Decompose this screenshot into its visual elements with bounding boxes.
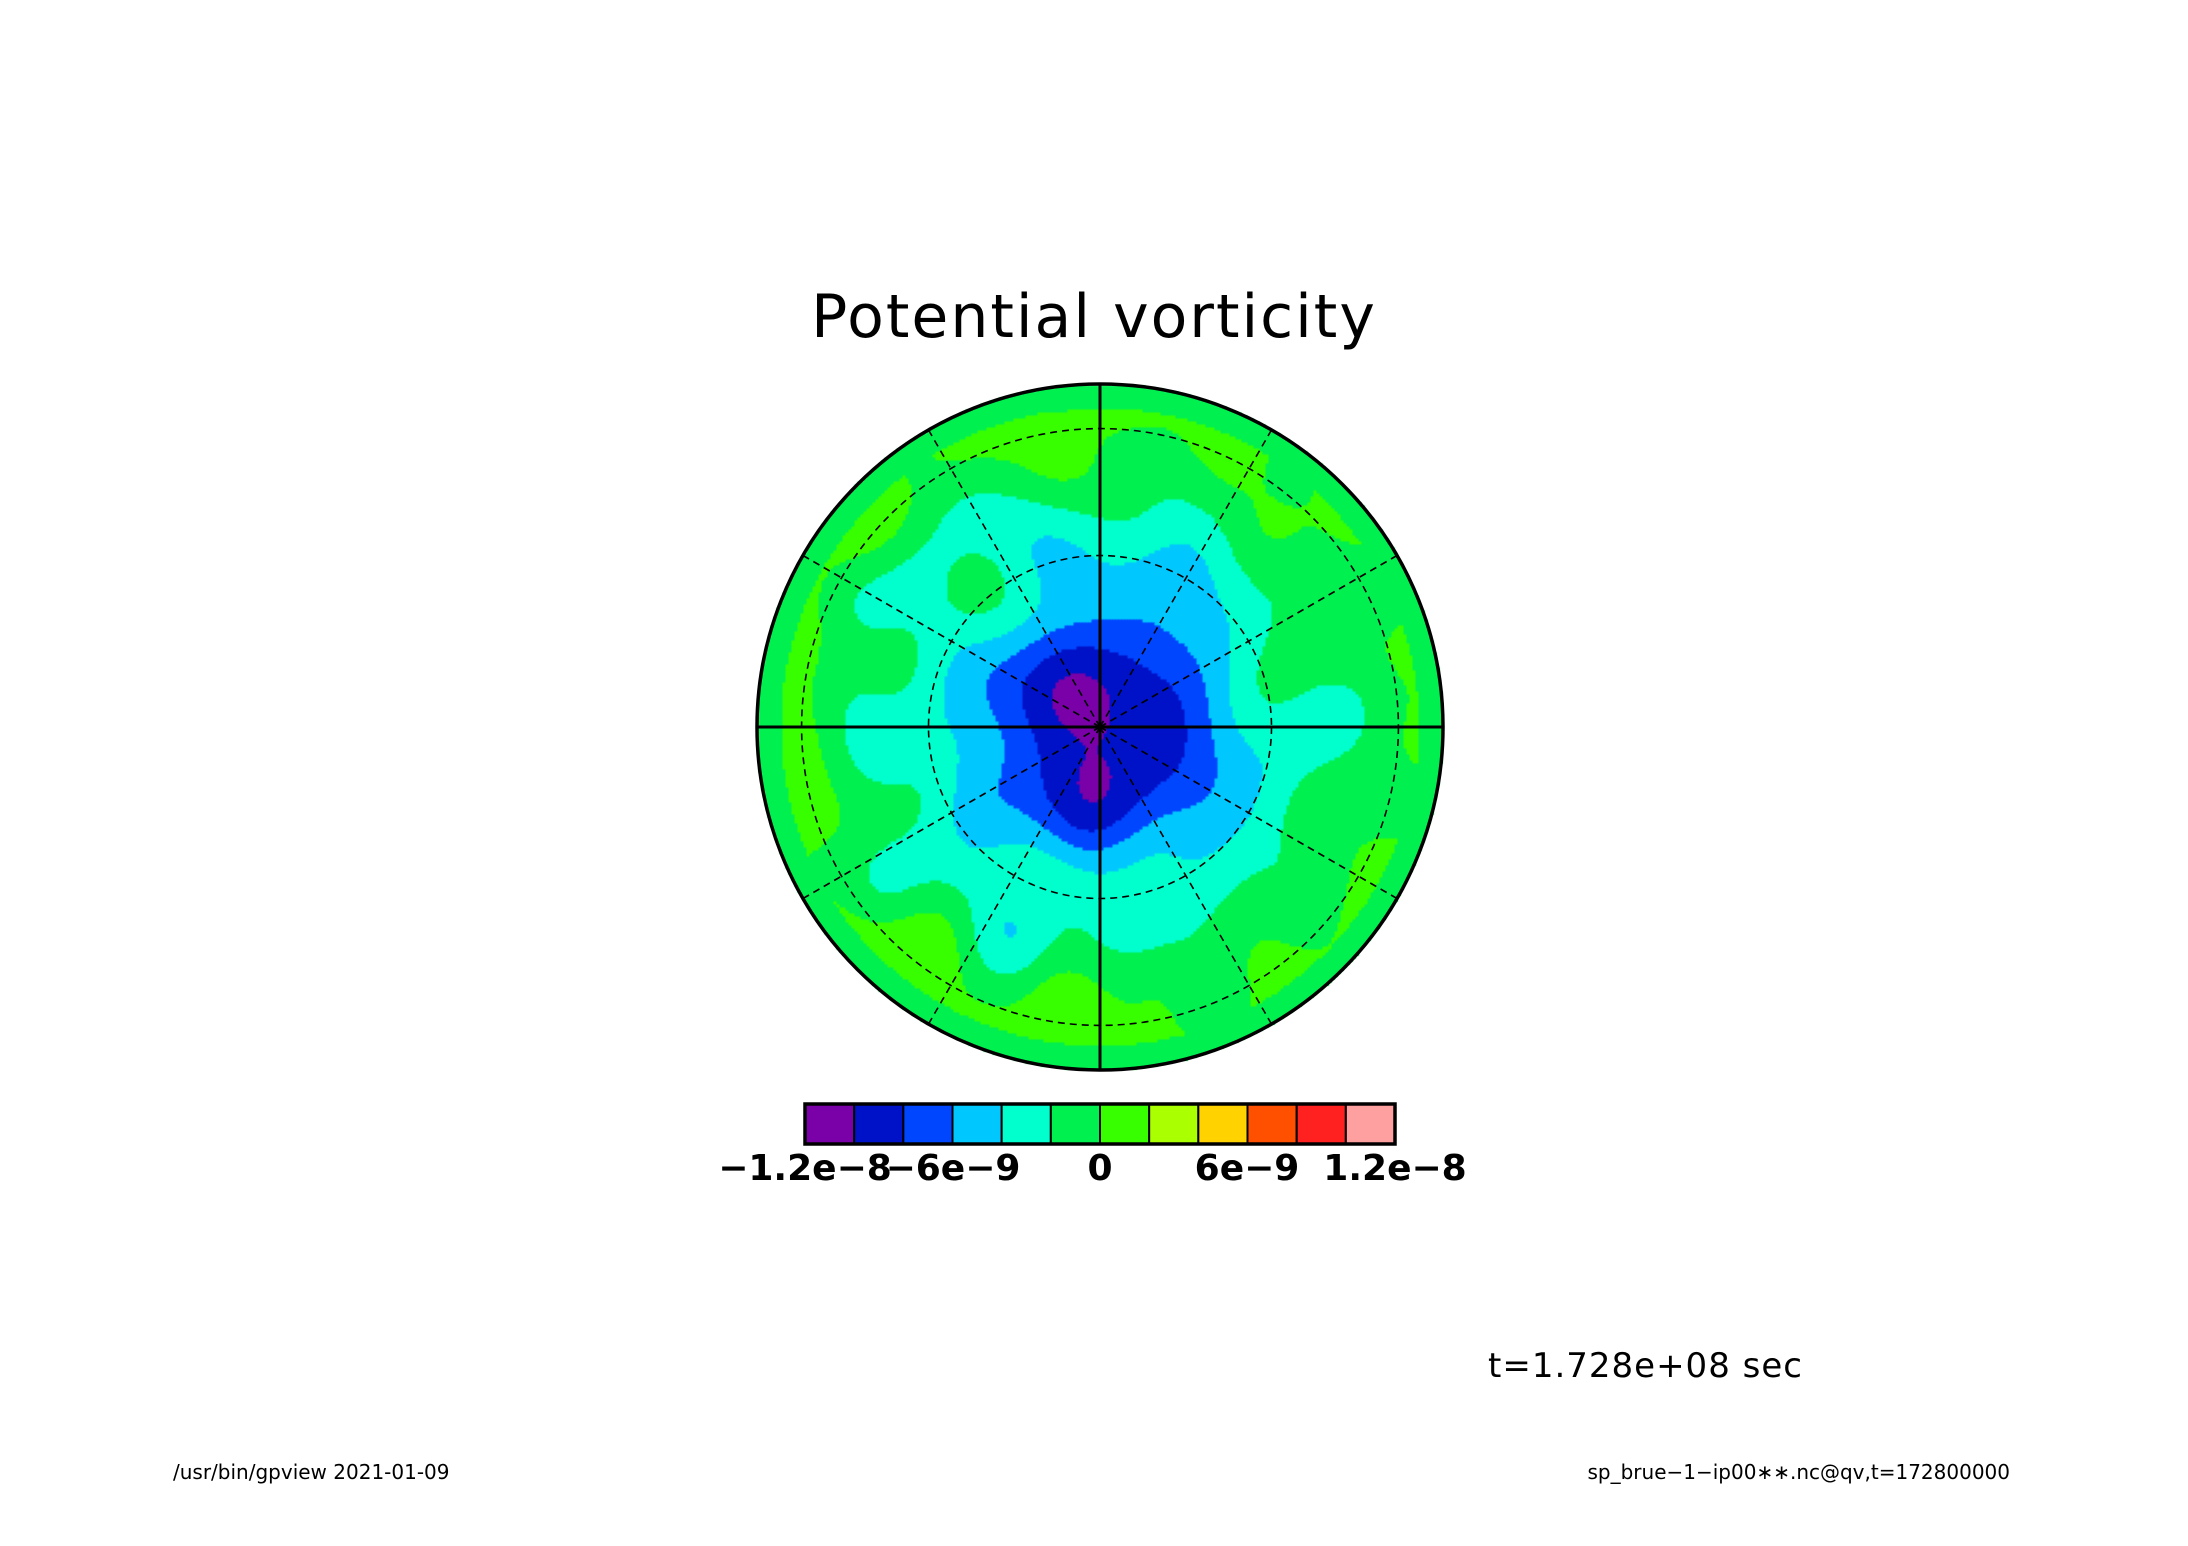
- colorbar-tick-label: 1.2e−8: [1323, 1148, 1467, 1189]
- meridian-line: [1099, 726, 1398, 900]
- colorbar-tick-label: −1.2e−8: [718, 1148, 892, 1189]
- colorbar-swatch: [1344, 1103, 1397, 1145]
- meridian-line: [802, 726, 1101, 900]
- colorbar-swatch: [902, 1103, 954, 1145]
- meridian-line: [802, 554, 1101, 728]
- meridian-line: [927, 429, 1101, 728]
- meridian-line: [927, 726, 1101, 1025]
- colorbar-swatch: [1148, 1103, 1200, 1145]
- colorbar-tick-label: −6e−9: [885, 1148, 1021, 1189]
- footer-right-label: sp_brue−1−ip00∗∗.nc@qv,t=172800000: [1587, 1460, 2010, 1484]
- meridian-line: [1099, 429, 1273, 728]
- colorbar-tick-label: 6e−9: [1194, 1148, 1300, 1189]
- colorbar-swatch: [1246, 1103, 1298, 1145]
- colorbar-swatch: [1049, 1103, 1102, 1145]
- colorbar-swatch: [1000, 1103, 1052, 1145]
- colorbar-swatch: [804, 1103, 856, 1145]
- map-boundary: [755, 382, 1445, 1072]
- colorbar-frame: [803, 1102, 1397, 1146]
- colorbar-swatch: [1197, 1103, 1249, 1145]
- colorbar-swatch: [951, 1103, 1003, 1145]
- colorbar-swatch: [1099, 1103, 1151, 1145]
- time-label: t=1.728e+08 sec: [1488, 1346, 1803, 1386]
- meridian-line: [1099, 726, 1273, 1025]
- colorbar-tick-label: 0: [1087, 1148, 1113, 1189]
- colorbar-swatch: [853, 1103, 905, 1145]
- colorbar-swatch: [1295, 1103, 1347, 1145]
- chart-title: Potential vorticity: [811, 282, 1377, 352]
- footer-left-label: /usr/bin/gpview 2021-01-09: [173, 1460, 450, 1484]
- meridian-line: [1099, 554, 1398, 728]
